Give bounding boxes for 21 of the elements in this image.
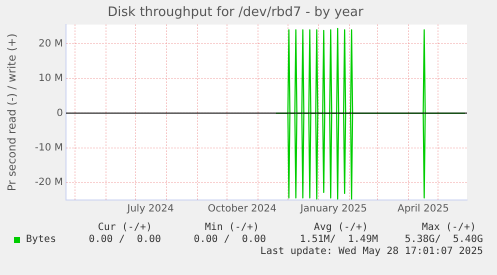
y-tick-label: -20 M bbox=[34, 177, 63, 188]
y-tick-label: 10 M bbox=[38, 73, 63, 84]
text: Avg (-/+) bbox=[314, 222, 368, 234]
x-tick-label: January 2025 bbox=[299, 204, 367, 215]
chart-title: Disk throughput for /dev/rbd7 - by year bbox=[108, 5, 364, 20]
y-tick-label: 20 M bbox=[38, 38, 63, 50]
text: Last update: Wed May 28 17:01:07 2025 bbox=[260, 246, 483, 258]
text: Min (-/+) bbox=[204, 222, 259, 234]
text: 5.38G/ 5.40G bbox=[404, 234, 483, 246]
text: Cur (-/+) bbox=[98, 222, 152, 234]
x-tick-label: April 2025 bbox=[397, 204, 449, 215]
y-axis-title: Pr second read (-) / write (+) bbox=[5, 33, 18, 192]
text: Max (-/+) bbox=[422, 222, 476, 234]
y-tick-label: 0 bbox=[56, 108, 63, 119]
x-tick-label: July 2024 bbox=[126, 204, 174, 215]
text: 0.00 / 0.00 bbox=[194, 234, 266, 246]
y-tick-label: -10 M bbox=[34, 142, 63, 154]
legend-label: Bytes bbox=[26, 234, 56, 246]
text: 1.51M/ 1.49M bbox=[300, 234, 378, 246]
x-tick-label: October 2024 bbox=[208, 204, 276, 215]
text: 0.00 / 0.00 bbox=[88, 234, 161, 246]
